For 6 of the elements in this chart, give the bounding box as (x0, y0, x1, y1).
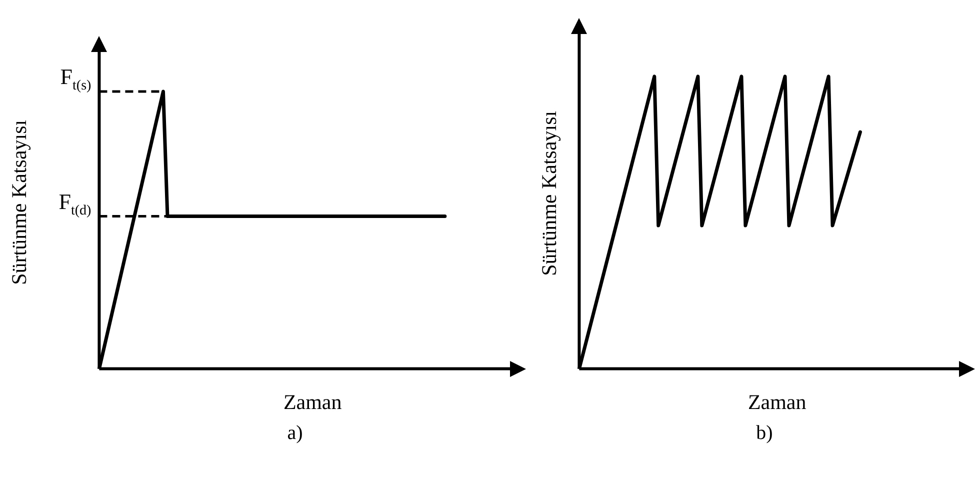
y-axis-title: Sürtünme Katsayısı (537, 110, 562, 276)
text: b) (755, 422, 774, 445)
text: a) (286, 422, 304, 445)
y-axis-title: Sürtünme Katsayısı (7, 120, 32, 285)
x-axis-title: Zaman (283, 390, 342, 414)
x-axis-title: Zaman (748, 390, 807, 414)
